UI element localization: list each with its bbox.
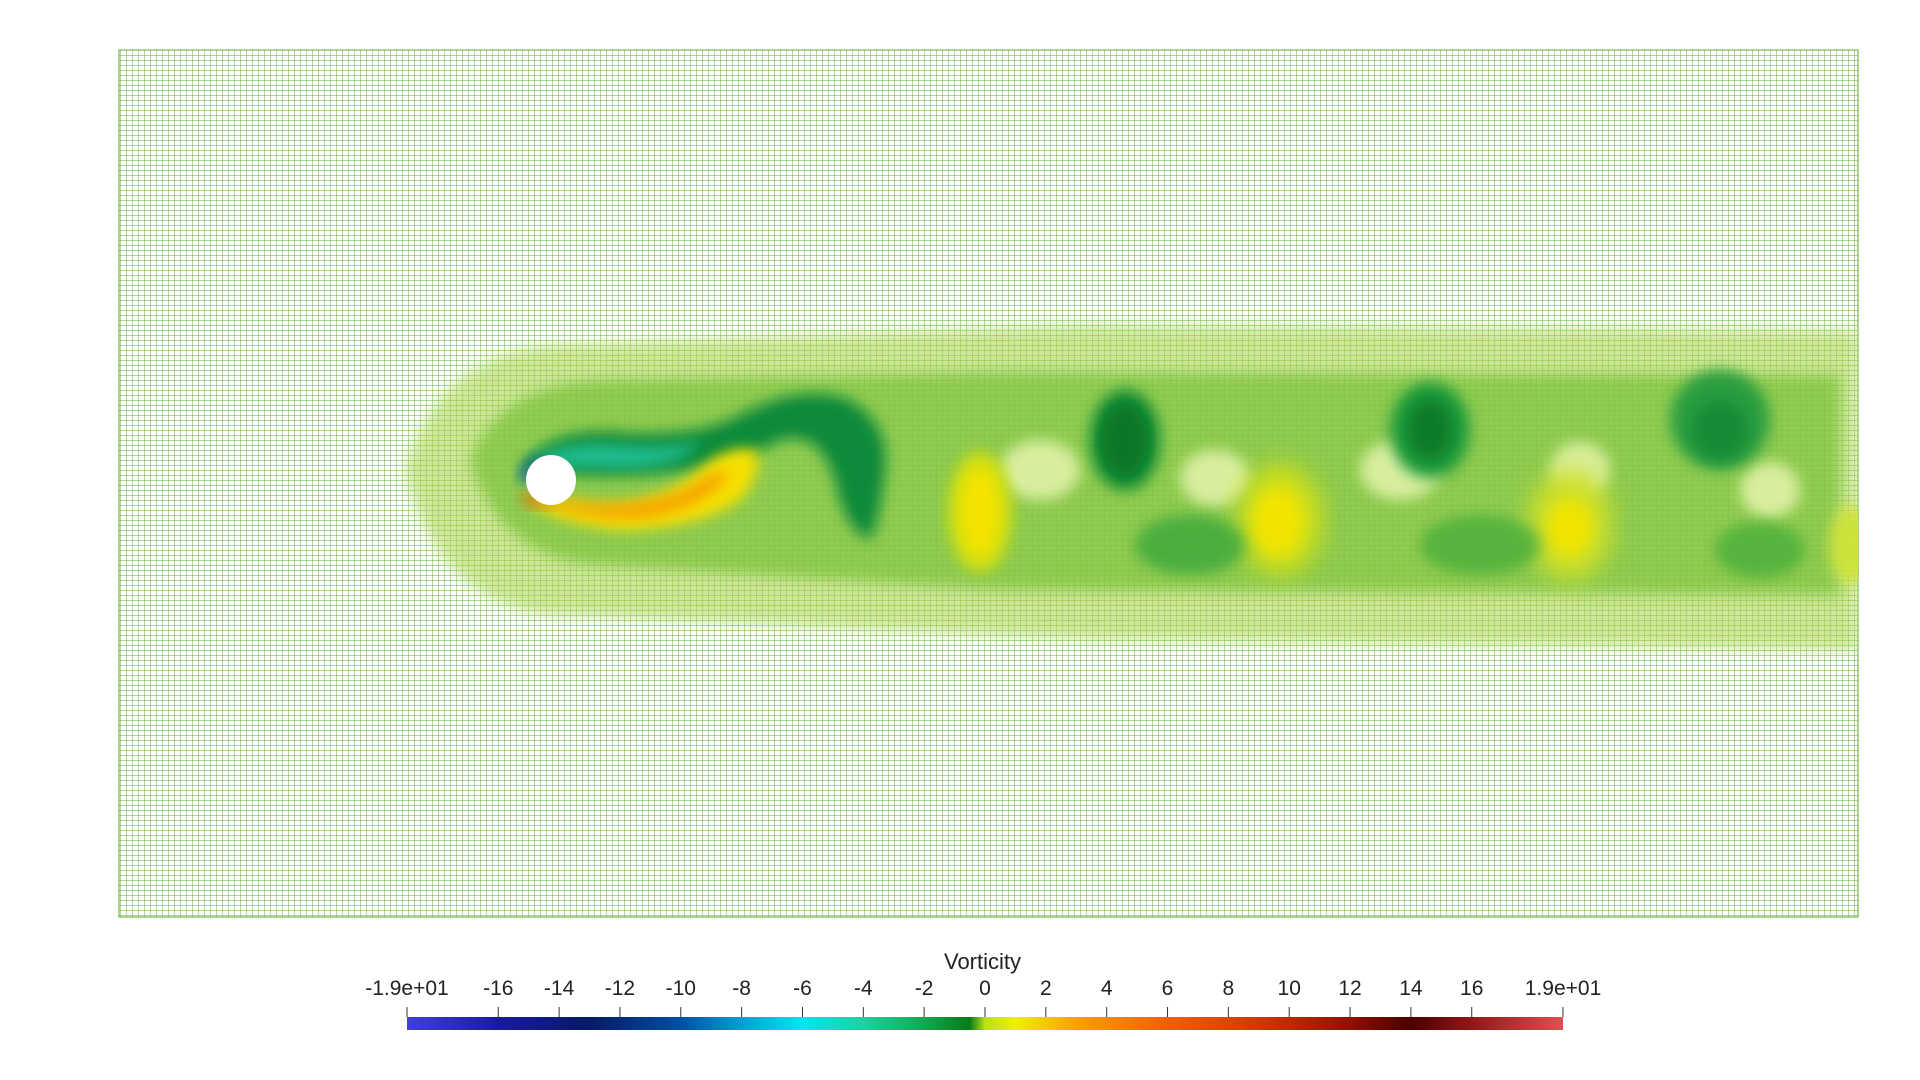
colorbar-tick-label: 2 bbox=[1039, 977, 1052, 1000]
colorbar-tick-label: 6 bbox=[1161, 977, 1174, 1000]
color-legend bbox=[406, 1007, 1564, 1030]
colorbar-tick-label: -10 bbox=[665, 977, 696, 1000]
colorbar-tick-label: -12 bbox=[604, 977, 636, 1000]
colorbar-tick-label: 12 bbox=[1338, 977, 1362, 1000]
colorbar-tick-label: -6 bbox=[793, 977, 812, 1000]
colorbar-gradient bbox=[407, 1017, 1563, 1030]
colorbar-tick-label: 10 bbox=[1277, 977, 1301, 1000]
colorbar-tick-label: -4 bbox=[853, 977, 873, 1000]
colorbar-title: Vorticity bbox=[943, 949, 1022, 974]
colorbar-tick-label: 16 bbox=[1460, 977, 1484, 1000]
colorbar-tick-label: 8 bbox=[1222, 977, 1235, 1000]
colorbar-tick-label: -1.9e+01 bbox=[365, 977, 449, 1000]
colorbar-tick-label: 14 bbox=[1399, 977, 1423, 1000]
colorbar-ticks bbox=[406, 1007, 1564, 1017]
colorbar-tick-label: -16 bbox=[483, 977, 514, 1000]
colorbar-tick-label: -8 bbox=[732, 977, 751, 1000]
vorticity-wake bbox=[405, 325, 1858, 650]
colorbar-tick-label: -14 bbox=[543, 977, 575, 1000]
colorbar-tick-label: -2 bbox=[914, 977, 934, 1000]
colorbar-tick-label: 4 bbox=[1100, 977, 1113, 1000]
colorbar-tick-label: 0 bbox=[979, 977, 991, 1000]
cylinder-obstacle bbox=[526, 455, 576, 505]
colorbar-tick-label: 1.9e+01 bbox=[1524, 977, 1602, 1000]
